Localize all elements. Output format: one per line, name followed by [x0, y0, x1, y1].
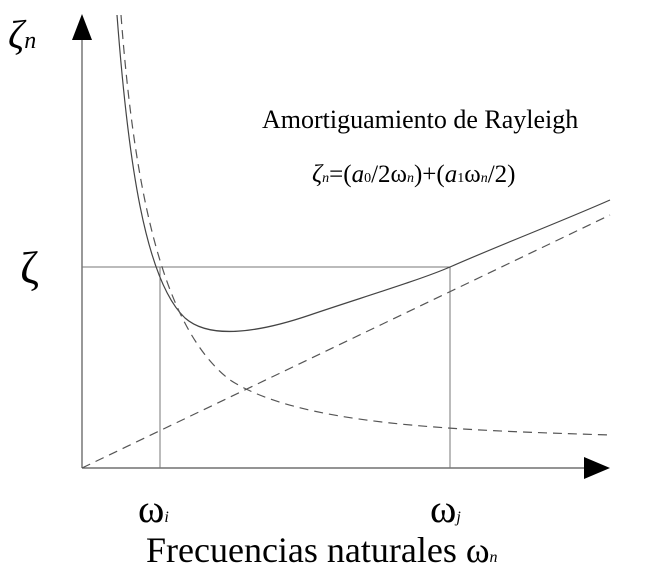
title: Amortiguamiento de Rayleigh [262, 105, 578, 134]
x-axis-label: Frecuencias naturales ωn [146, 530, 498, 570]
x-arrow [584, 457, 610, 479]
mass-term-curve [120, 14, 611, 436]
rayleigh-curve [116, 14, 611, 332]
zeta-marker: ζ [20, 242, 39, 293]
omega-i-label: ωi [138, 486, 169, 531]
stiffness-term-line [81, 214, 611, 469]
formula: ζn=(a0/2ωn)+(a1ωn/2) [312, 161, 515, 188]
omega-j-label: ωj [430, 486, 461, 531]
y-axis-label: ζn [8, 12, 36, 57]
y-arrow [72, 14, 92, 40]
